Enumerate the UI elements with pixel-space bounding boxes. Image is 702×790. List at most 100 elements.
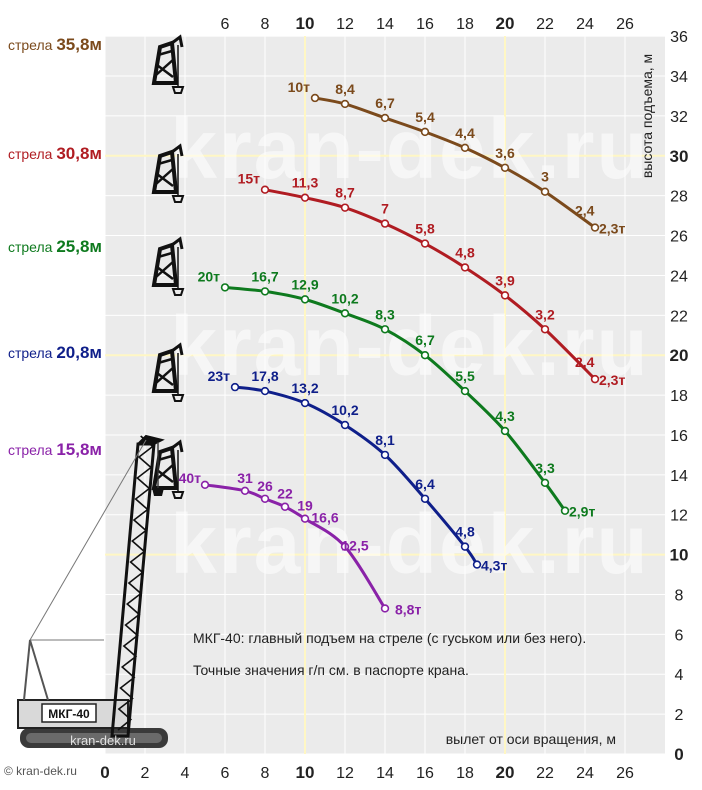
x-axis-title: вылет от оси вращения, м — [446, 731, 616, 747]
data-label: 4,8 — [455, 244, 475, 260]
x-tick-label-top: 22 — [536, 16, 554, 33]
data-label: 16,6 — [311, 510, 338, 526]
x-tick-label-top: 8 — [261, 16, 270, 33]
data-label: 5,8 — [415, 221, 435, 237]
data-label: 4,3т — [481, 558, 507, 574]
boom-icon — [151, 34, 185, 94]
data-point — [500, 426, 510, 436]
data-label: 8,3 — [375, 306, 395, 322]
data-point — [340, 309, 350, 318]
data-label: 10,2 — [331, 290, 358, 306]
x-tick-label-top: 24 — [576, 16, 594, 33]
data-label: 13,2 — [291, 380, 318, 396]
y-tick-label: 2 — [675, 707, 684, 724]
boom-label-value: 35,8м — [56, 35, 102, 54]
data-point — [380, 450, 390, 460]
data-label: 6,7 — [415, 332, 435, 348]
boom-label-prefix: стрела — [8, 239, 56, 255]
note-line-1: МКГ-40: главный подъем на стреле (с гусь… — [193, 630, 586, 646]
data-point — [460, 263, 470, 272]
data-label: 15т — [238, 171, 261, 187]
data-point — [340, 420, 350, 430]
data-point — [420, 127, 430, 137]
data-label: 3,6 — [495, 145, 515, 161]
data-label: 7 — [381, 201, 389, 217]
boom-length-label: стрела 35,8м — [8, 35, 102, 54]
y-tick-label: 20 — [670, 346, 689, 365]
boom-length-label: стрела 15,8м — [8, 440, 102, 459]
data-point — [260, 185, 270, 194]
series-1: 10т 8,4 6,7 5,4 4,4 3,6 3 2,3т2,4 стрела 35,8м — [8, 35, 626, 237]
data-label: 4,8 — [455, 524, 475, 540]
axes: 6 8 10 12 14 16 18 20 22 24 260 2 4 6 8 10 12 14 16 18 20 22 2… — [100, 14, 688, 782]
data-point — [420, 239, 430, 248]
x-tick-label-top: 18 — [456, 16, 474, 33]
data-point — [560, 506, 570, 515]
x-tick-label-bottom: 26 — [616, 765, 634, 782]
data-point — [300, 398, 310, 408]
y-tick-label: 6 — [675, 627, 684, 644]
boom-label-value: 20,8м — [56, 343, 102, 362]
data-point — [340, 542, 350, 551]
data-label: 6,7 — [375, 95, 395, 111]
data-label: 10,2 — [331, 402, 358, 418]
data-point — [260, 386, 270, 396]
x-tick-label-bottom: 12 — [336, 765, 354, 782]
x-tick-label-bottom: 2 — [141, 765, 150, 782]
data-label: 12,5 — [341, 538, 368, 554]
data-point — [540, 325, 550, 334]
data-label: 12,9 — [291, 276, 318, 292]
data-point — [220, 283, 230, 292]
data-label: 4,4 — [455, 125, 475, 141]
y-tick-label: 36 — [670, 29, 688, 46]
x-tick-label-top: 10 — [296, 14, 315, 33]
data-label: 2,3т — [599, 372, 625, 388]
data-point — [260, 287, 270, 296]
y-tick-label: 10 — [670, 546, 689, 565]
boom-label-prefix: стрела — [8, 37, 56, 53]
data-point — [472, 560, 482, 569]
x-tick-label-bottom: 24 — [576, 765, 594, 782]
data-point — [380, 604, 390, 613]
data-point — [540, 187, 550, 196]
data-point — [500, 291, 510, 300]
boom-label-prefix: стрела — [8, 345, 56, 361]
data-point — [240, 486, 250, 495]
y-tick-label: 18 — [670, 388, 688, 405]
data-label: 3,9 — [495, 272, 515, 288]
data-point — [340, 99, 350, 109]
data-label: 2,3т — [599, 221, 625, 237]
boom-length-label: стрела 30,8м — [8, 144, 102, 163]
data-point — [300, 193, 310, 202]
data-point — [300, 295, 310, 304]
x-tick-label-bottom: 14 — [376, 765, 394, 782]
boom-label-value: 25,8м — [56, 237, 102, 256]
data-point — [540, 478, 550, 488]
x-tick-label-top: 6 — [221, 16, 230, 33]
data-label: 5,4 — [415, 109, 435, 125]
data-label: 19 — [297, 498, 313, 514]
series-4: 23т 17,8 13,2 10,2 8,1 6,4 4,8 4,3т стрела 20,8м — [8, 343, 508, 574]
x-tick-label-bottom: 6 — [221, 765, 230, 782]
y-tick-label: 0 — [674, 745, 683, 764]
data-point — [500, 163, 510, 172]
x-tick-label-bottom: 0 — [100, 763, 109, 782]
x-tick-label-bottom: 22 — [536, 765, 554, 782]
x-tick-label-bottom: 10 — [296, 763, 315, 782]
data-label-extra: 2,4 — [575, 354, 595, 370]
boom-length-label: стрела 25,8м — [8, 237, 102, 256]
data-label: 8,7 — [335, 185, 355, 201]
data-label: 2,9т — [569, 504, 595, 520]
data-label: 8,1 — [375, 432, 395, 448]
data-label: 4,3 — [495, 408, 515, 424]
labels: вылет от оси вращения, м высота подъема,… — [4, 54, 655, 778]
data-label: 3 — [541, 169, 549, 185]
data-label: 3,3 — [535, 460, 555, 476]
boom-label-prefix: стрела — [8, 146, 56, 162]
data-label: 17,8 — [251, 368, 278, 384]
note-line-2: Точные значения г/п см. в паспорте крана… — [193, 662, 469, 678]
